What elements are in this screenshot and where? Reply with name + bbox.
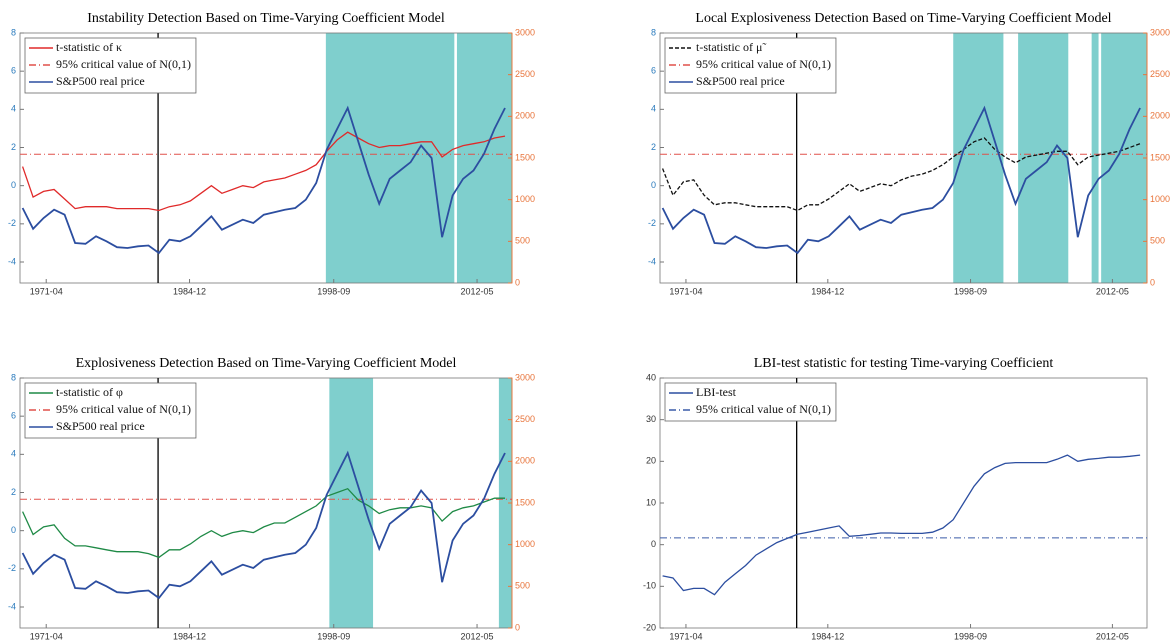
x-tick-label: 1998-09 [954,631,987,641]
series-line [661,105,1141,255]
x-tick-label: 2012-05 [1096,631,1129,641]
y2-tick-label: 1500 [1150,152,1170,162]
y2-tick-label: 1000 [1150,194,1170,204]
x-tick-label: 2012-05 [461,286,494,296]
y-tick-label: -2 [8,563,16,573]
y2-tick-label: 0 [515,277,520,287]
series-line [21,131,506,212]
y-tick-label: 40 [646,372,656,382]
y2-tick-label: 2500 [515,69,535,79]
y-tick-label: 8 [11,27,16,37]
series-line [21,450,506,600]
y2-tick-label: 1500 [515,152,535,162]
y-tick-label: 10 [646,497,656,507]
series-line [662,454,1141,596]
shaded-region [329,378,374,628]
y-tick-label: 2 [11,142,16,152]
series-line [22,487,505,559]
legend-label: 95% critical value of N(0,1) [56,57,191,71]
y2-tick-label: 2000 [1150,111,1170,121]
y-tick-label: -20 [643,622,656,632]
y-tick-label: -4 [8,601,16,611]
y2-tick-label: 500 [515,236,530,246]
series-line [661,137,1141,212]
x-tick-label: 1971-04 [30,286,63,296]
legend-box [24,37,197,94]
y-tick-label: 0 [651,539,656,549]
shaded-region [456,33,512,283]
legend-label: 95% critical value of N(0,1) [696,402,831,416]
y-tick-label: 20 [646,456,656,466]
x-tick-label: 2012-05 [1096,286,1129,296]
x-tick-label: 1971-04 [30,631,63,641]
y2-tick-label: 2500 [1150,69,1170,79]
y-tick-label: 0 [11,180,16,190]
y-tick-label: 0 [651,180,656,190]
legend-box [664,382,837,422]
shaded-region [1101,33,1147,283]
x-tick-label: 1984-12 [173,286,206,296]
chart-title: LBI-test statistic for testing Time-vary… [754,356,1054,371]
y2-tick-label: 500 [515,581,530,591]
legend-label: 95% critical value of N(0,1) [696,57,831,71]
y-tick-label: 8 [651,27,656,37]
shaded-region [1018,33,1069,283]
y2-tick-label: 0 [1150,277,1155,287]
y-tick-label: -10 [643,581,656,591]
y2-tick-label: 3000 [515,27,535,37]
x-tick-label: 1998-09 [317,631,350,641]
y-tick-label: 8 [11,372,16,382]
shaded-region [325,33,455,283]
y-tick-label: 4 [11,449,16,459]
y2-tick-label: 1000 [515,539,535,549]
y-tick-label: 2 [11,487,16,497]
y2-tick-label: 2000 [515,111,535,121]
legend-label: S&P500 real price [56,74,145,88]
x-tick-label: 1998-09 [954,286,987,296]
x-tick-label: 1984-12 [811,286,844,296]
x-tick-label: 1971-04 [669,631,702,641]
chart-title: Local Explosiveness Detection Based on T… [695,11,1111,26]
y2-tick-label: 3000 [515,372,535,382]
x-tick-label: 1984-12 [811,631,844,641]
y2-tick-label: 2500 [515,414,535,424]
legend-label: 95% critical value of N(0,1) [56,402,191,416]
y-tick-label: 4 [11,104,16,114]
legend-label: t-statistic of φ [56,385,123,399]
legend-label: t-statistic of μ̃ [696,40,766,54]
y2-tick-label: 2000 [515,456,535,466]
y-tick-label: 0 [11,525,16,535]
legend-box [664,37,837,94]
y2-tick-label: 1000 [515,194,535,204]
y2-tick-label: 3000 [1150,27,1170,37]
legend-label: t-statistic of κ [56,40,122,54]
shaded-region [498,378,512,628]
legend-label: LBI-test [696,385,737,399]
chart-title: Explosiveness Detection Based on Time-Va… [76,356,457,371]
y-tick-label: 2 [651,142,656,152]
legend-label: S&P500 real price [696,74,785,88]
y-tick-label: -4 [8,256,16,266]
y2-tick-label: 0 [515,622,520,632]
x-tick-label: 1971-04 [669,286,702,296]
series-line [21,105,506,255]
chart-title: Instability Detection Based on Time-Vary… [87,11,445,26]
legend-box [24,382,197,439]
y-tick-label: 6 [651,66,656,76]
shaded-region [1091,33,1099,283]
x-tick-label: 1984-12 [173,631,206,641]
x-tick-label: 2012-05 [461,631,494,641]
y-tick-label: 4 [651,104,656,114]
y-tick-label: 6 [11,66,16,76]
y2-tick-label: 500 [1150,236,1165,246]
legend-label: S&P500 real price [56,419,145,433]
y2-tick-label: 1500 [515,497,535,507]
y-tick-label: 30 [646,414,656,424]
y-tick-label: 6 [11,411,16,421]
x-tick-label: 1998-09 [317,286,350,296]
y-tick-label: -2 [648,218,656,228]
y-tick-label: -2 [8,218,16,228]
y-tick-label: -4 [648,256,656,266]
